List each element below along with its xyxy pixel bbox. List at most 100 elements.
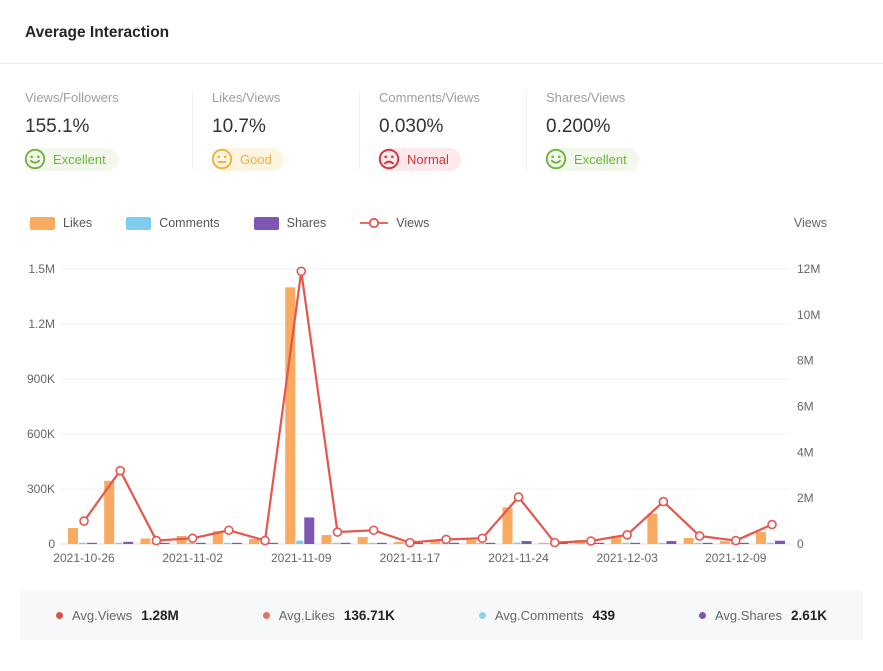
- summary-value: 2.61K: [790, 607, 827, 623]
- shares-bar[interactable]: [702, 542, 713, 544]
- metric-likes-views: Likes/Views 10.7% Good: [192, 90, 359, 171]
- views-point[interactable]: [730, 535, 741, 546]
- likes-bar[interactable]: [647, 513, 658, 544]
- views-point[interactable]: [549, 537, 560, 548]
- likes-bar[interactable]: [68, 528, 78, 544]
- shares-bar[interactable]: [449, 542, 460, 544]
- shares-bar[interactable]: [593, 542, 604, 544]
- views-point[interactable]: [332, 527, 343, 537]
- views-point[interactable]: [260, 535, 270, 546]
- shares-bar[interactable]: [376, 542, 387, 544]
- metric-comments-views: Comments/Views 0.030% Normal: [359, 90, 526, 171]
- legend-item-views[interactable]: Views: [360, 216, 429, 230]
- comments-bar[interactable]: [79, 542, 86, 544]
- comments-bar[interactable]: [223, 542, 231, 544]
- metric-label: Shares/Views: [546, 90, 626, 105]
- views-point[interactable]: [368, 525, 379, 536]
- views-point[interactable]: [115, 465, 126, 476]
- views-point[interactable]: [405, 537, 415, 548]
- shares-bar[interactable]: [159, 542, 170, 544]
- legend-label: Likes: [63, 216, 93, 230]
- views-point[interactable]: [224, 525, 234, 536]
- likes-bar[interactable]: [502, 507, 513, 544]
- comments-bar[interactable]: [694, 542, 702, 544]
- comments-bar[interactable]: [477, 542, 485, 544]
- legend-item-likes[interactable]: Likes: [30, 216, 92, 230]
- shares-bar[interactable]: [521, 541, 532, 544]
- shares-bar[interactable]: [195, 542, 206, 544]
- likes-bar[interactable]: [212, 531, 223, 544]
- rating-text: Excellent: [574, 152, 627, 167]
- shares-bar[interactable]: [630, 542, 641, 544]
- comments-dot-icon: [478, 611, 486, 619]
- comments-bar[interactable]: [767, 542, 774, 544]
- right-axis-tick: 10M: [797, 308, 820, 322]
- x-axis-tick: 2021-11-17: [380, 551, 441, 565]
- chart-canvas[interactable]: 0 300K 600K 900K 1.2M 1.5M 0 2M 4M 6M 8M 10M 12M 2021…: [0, 239, 883, 571]
- shares-bar[interactable]: [304, 517, 315, 544]
- likes-bar[interactable]: [393, 541, 404, 544]
- shares-bar[interactable]: [123, 541, 134, 544]
- views-point[interactable]: [296, 266, 307, 277]
- chart-legend: Likes Comments Shares Views Views: [0, 213, 883, 233]
- smiley-happy-icon: [24, 148, 46, 170]
- right-axis-title: Views: [793, 216, 827, 230]
- comments-bar[interactable]: [368, 542, 376, 544]
- shares-bar[interactable]: [485, 542, 496, 544]
- likes-bar[interactable]: [611, 535, 622, 544]
- legend-item-shares[interactable]: Shares: [253, 216, 326, 230]
- right-axis-tick: 2M: [797, 491, 814, 505]
- shares-bar[interactable]: [87, 542, 97, 544]
- shares-bar[interactable]: [666, 541, 677, 544]
- shares-bar[interactable]: [557, 542, 568, 544]
- likes-bar[interactable]: [683, 537, 694, 544]
- comments-bar[interactable]: [115, 542, 123, 544]
- views-point[interactable]: [767, 519, 777, 530]
- comments-bar[interactable]: [513, 542, 521, 544]
- comments-bar[interactable]: [296, 540, 304, 544]
- likes-bar[interactable]: [285, 287, 296, 544]
- legend-item-comments[interactable]: Comments: [126, 216, 220, 230]
- views-point[interactable]: [441, 534, 451, 545]
- views-point[interactable]: [658, 496, 669, 507]
- shares-bar[interactable]: [738, 542, 749, 544]
- likes-bar[interactable]: [249, 539, 260, 544]
- views-point[interactable]: [187, 533, 198, 544]
- shares-bar[interactable]: [412, 542, 423, 544]
- shares-bar[interactable]: [268, 542, 279, 544]
- likes-bar[interactable]: [538, 542, 549, 544]
- x-axis-tick: 2021-11-02: [162, 551, 223, 565]
- likes-bar[interactable]: [357, 537, 368, 544]
- shares-bar[interactable]: [340, 542, 351, 544]
- likes-bar[interactable]: [430, 539, 441, 544]
- likes-bar[interactable]: [321, 535, 332, 544]
- views-point[interactable]: [151, 535, 162, 546]
- comments-bar[interactable]: [622, 542, 630, 544]
- likes-bar[interactable]: [104, 480, 115, 544]
- shares-bar[interactable]: [775, 540, 785, 544]
- comments-bar[interactable]: [332, 542, 340, 544]
- left-axis-tick: 600K: [27, 427, 55, 441]
- left-axis-tick: 1.2M: [28, 317, 55, 331]
- likes-bar[interactable]: [140, 538, 151, 545]
- views-point[interactable]: [513, 492, 524, 502]
- comments-bar[interactable]: [658, 542, 666, 544]
- views-point[interactable]: [79, 516, 89, 526]
- views-point[interactable]: [477, 533, 488, 544]
- rating-badge: Excellent: [545, 148, 639, 171]
- views-point[interactable]: [622, 530, 632, 540]
- views-point[interactable]: [586, 536, 596, 546]
- summary-value: 136.71K: [343, 607, 395, 623]
- metric-shares-views: Shares/Views 0.200% Excellent: [526, 90, 693, 171]
- smiley-sad-icon: [378, 148, 400, 170]
- left-axis-tick: 1.5M: [28, 262, 55, 276]
- likes-bar[interactable]: [466, 539, 477, 544]
- likes-bar[interactable]: [756, 532, 766, 544]
- comments-bar[interactable]: [187, 542, 195, 544]
- views-point[interactable]: [694, 531, 705, 541]
- summary-avg-views: Avg.Views 1.28M: [56, 608, 179, 623]
- x-axis-tick: 2021-12-03: [596, 551, 658, 565]
- summary-label: Avg.Comments: [494, 607, 584, 623]
- shares-bar[interactable]: [231, 542, 242, 544]
- likes-bar[interactable]: [719, 541, 730, 544]
